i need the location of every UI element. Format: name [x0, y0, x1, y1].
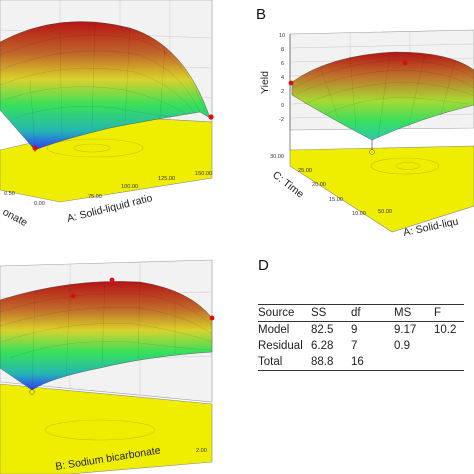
- panel-a-floor-contour-inner: [73, 143, 111, 153]
- panel-a-y-tick: 0.50: [4, 191, 15, 197]
- panel-b-y-tick: 25.00: [298, 168, 312, 174]
- panel-a-floor-contour: [46, 138, 144, 158]
- panel-b-floor-contour-inner: [395, 162, 421, 170]
- panel-a-y-ticks: 0.00 0.50: [4, 191, 45, 207]
- panel-b-point-top: [402, 60, 408, 66]
- panel-a-x-tick: 100.00: [121, 184, 138, 190]
- panel-c-point-low: [29, 389, 35, 395]
- panel-b: B 10 8 6 4 2 0 -2 Yield: [256, 6, 474, 239]
- panel-b-z-tick: 8: [281, 47, 284, 53]
- panel-a-x-ticks: 75.00 100.00 125.00 150.00: [88, 171, 212, 200]
- panel-b-y-ticks: 30.00 25.00 20.00 15.00 10.00: [270, 154, 366, 217]
- panel-b-z-tick: 10: [279, 33, 285, 39]
- panel-d-letter: D: [258, 257, 269, 274]
- panel-a: 75.00 100.00 125.00 150.00 0.00 0.50 A: …: [0, 0, 214, 229]
- panel-c-surface: [0, 281, 213, 391]
- panel-b-floor: [289, 145, 474, 233]
- panel-b-floor-contour: [370, 157, 440, 175]
- panel-b-y-tick: 20.00: [312, 182, 326, 188]
- panel-a-x-tick: 125.00: [158, 176, 175, 182]
- panel-b-y-tick: 10.00: [352, 211, 366, 217]
- panel-a-x-tick: 75.00: [88, 194, 102, 200]
- panel-c-x-tick: 2.00: [196, 448, 207, 454]
- panel-b-z-ticks: 10 8 6 4 2 0 -2: [279, 33, 285, 123]
- panel-a-y-axis-title: onate: [1, 206, 30, 229]
- panel-b-z-tick: 2: [281, 89, 284, 95]
- panel-a-x-tick: 150.00: [195, 171, 212, 177]
- panel-b-point-left: [288, 80, 294, 86]
- panel-b-point-bottom: [369, 149, 375, 155]
- panel-b-z-axis-title: Yield: [259, 71, 271, 94]
- panel-b-z-tick: 4: [281, 75, 284, 81]
- panel-a-point-right: [208, 114, 214, 120]
- panel-b-y-tick: 30.00: [270, 154, 284, 160]
- panel-c: 2.00 B: Sodium bicarbonate: [0, 259, 215, 474]
- panel-b-z-tick: -2: [279, 117, 284, 123]
- panel-b-surface: [291, 51, 474, 141]
- panel-b-z-tick: 0: [281, 103, 284, 109]
- panel-a-mesh: [0, 21, 206, 149]
- panel-c-floor: [0, 383, 213, 474]
- panel-c-floor-contour: [44, 419, 156, 441]
- panel-b-z-tick: 6: [281, 61, 284, 67]
- panel-a-y-tick: 0.00: [34, 201, 45, 207]
- panel-c-point-top: [70, 293, 76, 299]
- panel-b-letter: B: [256, 6, 266, 23]
- panel-c-point-right: [209, 315, 215, 321]
- panel-b-mesh: [292, 51, 474, 139]
- panel-c-mesh: [0, 279, 213, 389]
- panel-a-point-low: [32, 145, 38, 151]
- panel-b-y-tick: 15.00: [329, 197, 343, 203]
- panel-c-point-upper: [109, 277, 115, 283]
- panel-b-x-tick: 50.00: [378, 209, 392, 215]
